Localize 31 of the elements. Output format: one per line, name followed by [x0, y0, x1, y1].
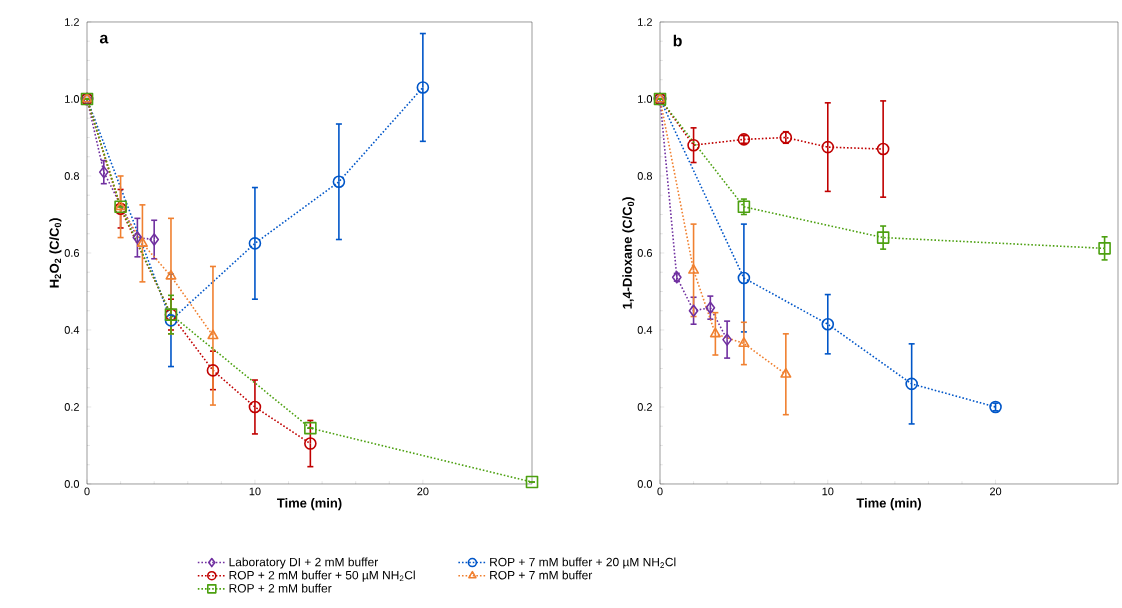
- x-tick-label: 10: [249, 487, 261, 496]
- y-tick-label: 1.0: [638, 95, 653, 103]
- y-tick-label: 0.8: [64, 172, 79, 180]
- y-tick-label: 1.2: [638, 18, 652, 26]
- annotation: a: [99, 34, 109, 44]
- y-tick-label: 0.0: [637, 480, 653, 488]
- x-tick-label: 20: [990, 487, 1002, 496]
- annotation: b: [673, 34, 682, 47]
- legend-label: ROP + 2 mM buffer + 50 µM NH$_{2}$Cl: [229, 570, 415, 582]
- y-tick-label: 0.6: [637, 249, 653, 257]
- y-tick-label: 0.4: [64, 326, 80, 334]
- y-tick-label: 1.0: [65, 95, 80, 103]
- legend-label: ROP + 7 mM buffer: [490, 570, 593, 580]
- y-tick-label: 0.4: [637, 326, 653, 334]
- y-tick-label: 0.8: [637, 172, 653, 180]
- x-axis-title: Time (min): [277, 498, 342, 511]
- legend-label: ROP + 2 mM buffer: [229, 583, 332, 593]
- y-tick-label: 0.2: [637, 403, 652, 411]
- x-tick-label: 0: [657, 487, 663, 496]
- legend-label: Laboratory DI + 2 mM buffer: [229, 557, 379, 569]
- x-tick-label: 0: [84, 487, 90, 496]
- x-tick-label: 10: [822, 487, 834, 496]
- y-tick-label: 0.0: [64, 480, 80, 488]
- y-axis-title: H$_{2}$O$_{2}$ (C/C$_{0}$): [49, 218, 62, 288]
- y-tick-label: 0.6: [64, 249, 79, 257]
- x-axis-title: Time (min): [856, 498, 921, 511]
- y-axis-title: 1,4-Dioxane (C/C$_{0}$): [622, 197, 635, 309]
- x-tick-label: 20: [417, 487, 429, 496]
- legend-label: ROP + 7 mM buffer + 20 µM NH$_{2}$Cl: [490, 557, 676, 569]
- y-tick-label: 1.2: [65, 18, 79, 26]
- y-tick-label: 0.2: [64, 403, 79, 411]
